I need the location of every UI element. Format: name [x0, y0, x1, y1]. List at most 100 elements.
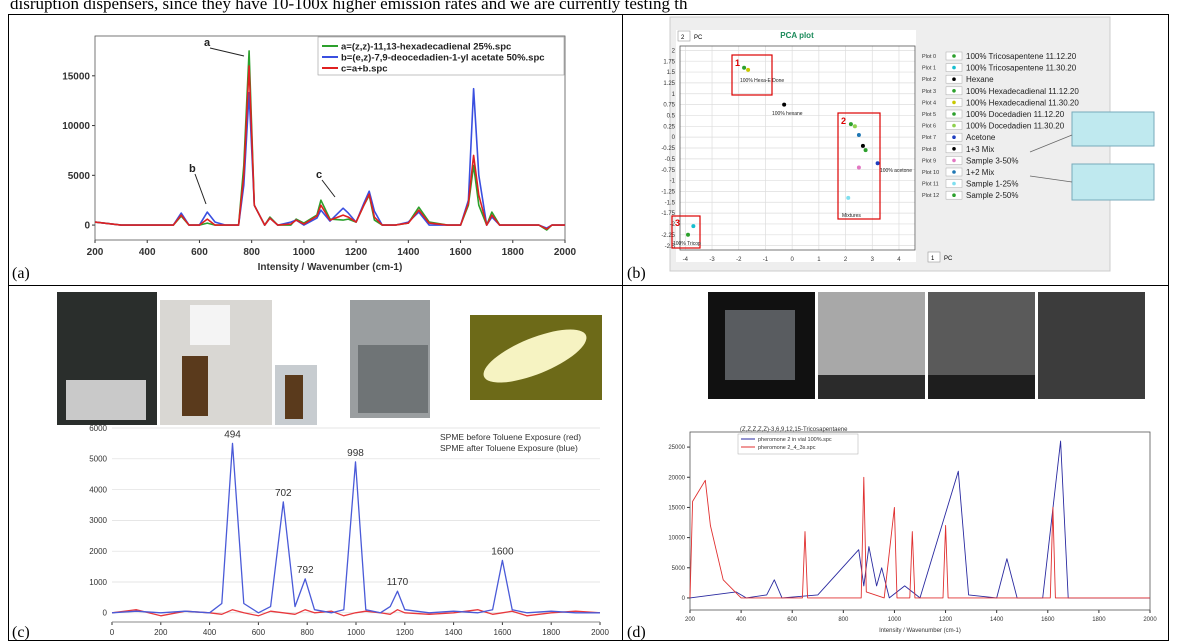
data-point	[875, 161, 880, 166]
chart-title: (Z,Z,Z,Z,Z)-3,6,9,12,15-Tricosapentaene	[740, 427, 848, 433]
x-tick-label: 400	[736, 617, 747, 623]
peak-label: 1170	[387, 577, 409, 588]
legend-label: 100% Docedadien 11.12.20	[966, 110, 1065, 119]
annotation: 1	[735, 58, 740, 68]
annotation: 100% hexane	[772, 111, 803, 117]
peak-label: 792	[297, 565, 314, 576]
x-tick-label: 400	[139, 247, 156, 258]
y-tick-label: 0	[103, 609, 108, 618]
highlight-box	[671, 215, 701, 249]
y-tick-label: 25000	[668, 445, 685, 451]
y-tick-label: 5000	[68, 171, 91, 182]
y-tick-label: 15000	[668, 506, 685, 512]
plot-frame	[94, 35, 566, 241]
legend-label: pheromone 2_4_3s.spc	[758, 445, 816, 451]
x-tick-label: 2000	[591, 628, 609, 637]
legend-label: pheromone 2 in vial 100%.spc	[758, 437, 832, 443]
annotation: c	[316, 169, 322, 181]
legend-label: Sample 2-50%	[966, 191, 1018, 200]
peak-label: 1600	[491, 546, 514, 557]
x-tick-label: -1	[763, 257, 769, 263]
legend-label: a=(z,z)-11,13-hexadecadienal 25%.spc	[341, 42, 511, 53]
y-tick-label: 1.75	[663, 59, 675, 65]
callout-box	[1071, 163, 1155, 201]
x-tick-label: 1200	[939, 617, 953, 623]
legend-swatch	[952, 100, 956, 105]
y-tick-label: -1.75	[661, 211, 675, 217]
y-tick-label: 5000	[89, 455, 107, 464]
peak-label: 998	[347, 448, 364, 459]
x-tick-label: 1200	[345, 247, 368, 258]
x-tick-label: 600	[252, 628, 266, 637]
y-tick-label: -1	[670, 179, 676, 185]
legend-plot-id: Plot 11	[922, 182, 939, 188]
photo-detail	[358, 345, 428, 413]
legend-swatch	[952, 123, 956, 128]
x-tick-label: 1600	[1041, 617, 1055, 623]
legend-label: 100% Docedadien 11.30.20	[966, 122, 1065, 131]
x-tick-label: 3	[871, 257, 875, 263]
y-tick-label: 1	[672, 92, 676, 98]
x-tick-label: -2	[736, 257, 742, 263]
legend-swatch	[952, 89, 956, 93]
x-tick-label: 200	[154, 628, 168, 637]
legend-label: 1+3 Mix	[966, 145, 994, 154]
x-axis-title: Intensity / Wavenumber (cm-1)	[258, 262, 403, 273]
annotation: 100% Tricop	[673, 241, 701, 247]
annotation: a	[204, 37, 211, 49]
y-tick-label: 10000	[668, 536, 685, 542]
data-point	[852, 124, 857, 129]
callout-line	[1029, 134, 1073, 153]
y-tick-label: -1.5	[665, 200, 676, 206]
y-tick-label: 6000	[89, 424, 107, 433]
x-tick-label: 800	[301, 628, 315, 637]
legend-plot-id: Plot 9	[922, 158, 936, 164]
legend-label: 100% Hexadecadienal 11.30.20	[966, 98, 1079, 107]
annotation: b	[189, 163, 196, 175]
x-tick-label: 1600	[494, 628, 512, 637]
peak-label: 494	[224, 429, 241, 440]
highlight-box	[837, 112, 881, 220]
y-tick-label: -2.5	[665, 244, 676, 250]
highlight-box	[731, 54, 773, 96]
x-tick-label: 1800	[542, 628, 560, 637]
legend-swatch	[952, 65, 956, 70]
x-tick-label: 1400	[445, 628, 463, 637]
legend-swatch	[952, 54, 956, 58]
data-point	[856, 132, 861, 137]
photo-detail	[483, 329, 587, 383]
legend-swatch	[952, 147, 956, 151]
legend-box	[317, 36, 565, 76]
panel-label: (d)	[627, 624, 646, 641]
data-point	[746, 67, 751, 72]
x-tick-label: 600	[787, 617, 798, 623]
legend-plot-id: Plot 12	[922, 193, 939, 199]
x-tick-label: 1800	[502, 247, 525, 258]
data-point	[846, 195, 851, 200]
legend-plot-id: Plot 8	[922, 147, 936, 153]
legend-plot-id: Plot 0	[922, 54, 936, 60]
y-tick-label: 3000	[89, 516, 107, 525]
annotation-arrow	[194, 173, 207, 205]
y-tick-label: 0	[84, 221, 90, 232]
y-tick-label: 4000	[89, 485, 107, 494]
legend-plot-id: Plot 3	[922, 89, 936, 95]
x-tick-label: 2	[844, 257, 848, 263]
annotation-arrow	[321, 179, 336, 198]
y-tick-label: 1000	[89, 578, 107, 587]
y-tick-label: 0	[672, 135, 676, 141]
legend-label: 1+2 Mix	[966, 168, 994, 177]
series-line	[94, 87, 565, 229]
series-line	[111, 609, 601, 617]
series-line	[94, 50, 565, 231]
series-line	[94, 65, 565, 230]
callout-box	[1071, 111, 1155, 147]
annotation: Mixtures	[842, 213, 861, 219]
x-axis-title: Intensity / Wavenumber (cm-1)	[879, 628, 961, 634]
legend-plot-id: Plot 4	[922, 100, 936, 106]
legend-swatch	[952, 181, 956, 186]
data-point	[742, 65, 747, 70]
y-tick-label: -2.25	[661, 233, 675, 239]
data-point	[856, 165, 861, 170]
panel-label: (a)	[12, 265, 30, 282]
